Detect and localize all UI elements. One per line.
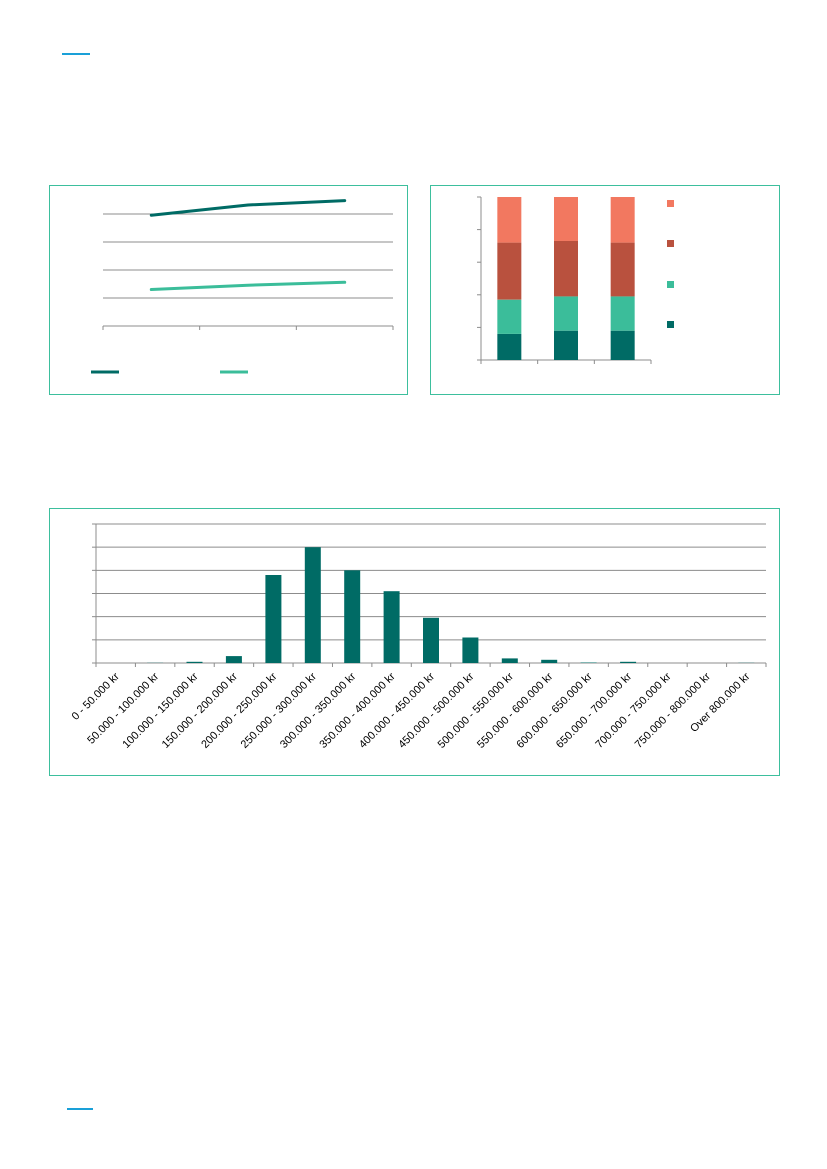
x-tick-label: 500.000 - 550.000 kr: [436, 670, 517, 751]
x-tick-label: 550.000 - 600.000 kr: [475, 670, 556, 751]
top-accent-rule: [62, 53, 90, 55]
bar: [580, 662, 597, 663]
bar: [501, 658, 518, 663]
x-tick-label: 650.000 - 700.000 kr: [554, 670, 635, 751]
bar-segment: [554, 241, 578, 297]
x-tick-label: 300.000 - 350.000 kr: [278, 670, 359, 751]
bar: [383, 591, 400, 663]
bar-segment: [497, 333, 522, 360]
bar-segment: [610, 296, 635, 331]
bar: [304, 547, 321, 663]
line-chart: [91, 199, 394, 374]
bar: [462, 637, 479, 663]
bar-segment: [554, 330, 578, 360]
bar-segment: [497, 197, 522, 243]
x-tick-label: 700.000 - 750.000 kr: [593, 670, 674, 751]
bar: [344, 570, 361, 663]
bar: [541, 659, 558, 663]
bar-segment: [497, 299, 522, 334]
series-line-2: [149, 280, 347, 291]
x-tick-label: 200.000 - 250.000 kr: [199, 670, 280, 751]
bar-segment: [554, 197, 578, 241]
bar-segment: [610, 330, 635, 360]
bar: [265, 575, 282, 663]
bar: [423, 617, 439, 663]
stacked-bar-chart: [477, 196, 674, 364]
x-tick-label: 400.000 - 450.000 kr: [357, 670, 438, 751]
x-tick-label: 150.000 - 200.000 kr: [160, 670, 241, 751]
legend-swatch-4: [667, 200, 674, 207]
bar-segment: [610, 197, 635, 243]
x-tick-label: 50.000 - 100.000 kr: [85, 670, 161, 746]
x-tick-label: 750.000 - 800.000 kr: [633, 670, 714, 751]
x-tick-label: 600.000 - 650.000 kr: [514, 670, 595, 751]
x-tick-label: 100.000 - 150.000 kr: [120, 670, 201, 751]
bar-segment: [610, 242, 635, 297]
legend-swatch-2: [667, 281, 674, 288]
bottom-accent-rule: [67, 1108, 93, 1110]
stacked-bar-chart-panel: [430, 185, 780, 395]
series-line-1: [149, 199, 347, 217]
bar-segment: [497, 242, 522, 300]
x-tick-label: 350.000 - 400.000 kr: [317, 670, 398, 751]
bar: [186, 661, 203, 663]
bar: [620, 661, 637, 663]
bar-segment: [554, 296, 578, 331]
line-chart-panel: [49, 185, 408, 395]
legend-swatch-3: [667, 240, 674, 247]
x-tick-label: 450.000 - 500.000 kr: [396, 670, 477, 751]
x-tick-label: 250.000 - 300.000 kr: [239, 670, 320, 751]
bar: [225, 656, 242, 664]
legend-swatch-1: [667, 321, 674, 328]
income-distribution-chart-panel: 0 - 50.000 kr 50.000 - 100.000 kr 100.000 …: [49, 508, 780, 776]
